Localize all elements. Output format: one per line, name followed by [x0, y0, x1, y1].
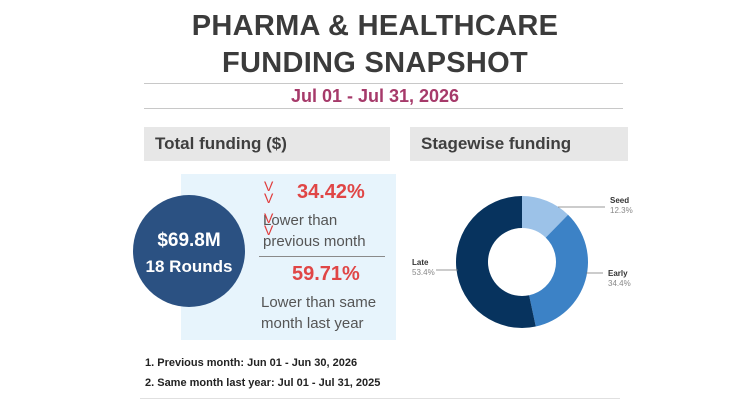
total-funding-circle: $69.8M 18 Rounds: [133, 195, 245, 307]
header-divider-bottom: [144, 108, 623, 109]
page-title-line2: FUNDING SNAPSHOT: [221, 47, 529, 79]
donut-value-early: 34.4%: [608, 279, 631, 288]
bottom-divider: [140, 398, 620, 399]
comparison-divider: [259, 256, 385, 257]
footnote-same-month-last-year: 2. Same month last year: Jul 01 - Jul 31…: [145, 377, 381, 389]
donut-value-seed: 12.3%: [610, 206, 633, 215]
donut-slice-early: [529, 214, 588, 327]
donut-label-early: Early: [608, 269, 628, 278]
donut-label-seed: Seed: [610, 196, 629, 205]
last-year-label: Lower than same month last year: [261, 294, 377, 332]
footnote-previous-month: 1. Previous month: Jun 01 - Jun 30, 2026: [145, 357, 358, 369]
total-rounds: 18 Rounds: [145, 257, 233, 276]
stagewise-funding-heading: Stagewise funding: [410, 127, 628, 161]
donut-slice-seed: [522, 196, 569, 238]
donut-label-late: Late: [412, 258, 429, 267]
previous-month-percent: 34.42%: [297, 181, 365, 203]
donut-slice-late: [456, 196, 536, 328]
previous-month-label: Lower than previous month: [263, 212, 366, 250]
last-year-percent: 59.71%: [292, 263, 360, 285]
donut-value-late: 53.4%: [412, 268, 435, 277]
page-title-line1: PHARMA & HEALTHCARE: [191, 10, 559, 42]
total-amount: $69.8M: [157, 230, 221, 251]
total-funding-heading: Total funding ($): [144, 127, 390, 161]
header-divider-top: [144, 83, 623, 84]
date-range: Jul 01 - Jul 31, 2026: [290, 86, 460, 106]
